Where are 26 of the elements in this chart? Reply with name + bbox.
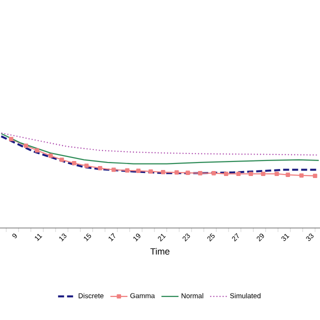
point	[198, 171, 202, 176]
point	[8, 136, 14, 142]
point	[212, 171, 216, 176]
point	[174, 170, 179, 175]
point	[224, 172, 228, 176]
point	[136, 168, 141, 173]
point	[299, 173, 304, 178]
point	[24, 144, 28, 148]
point	[312, 174, 318, 178]
point	[112, 168, 116, 172]
point	[248, 172, 253, 176]
point	[125, 168, 130, 173]
point	[186, 170, 190, 175]
point	[72, 160, 76, 166]
point	[261, 172, 266, 176]
point	[34, 148, 40, 153]
point	[286, 172, 290, 177]
x-axis-title: Time	[150, 248, 170, 255]
point	[98, 166, 102, 170]
point	[160, 170, 166, 174]
point	[84, 164, 89, 168]
point	[274, 172, 279, 176]
point	[148, 169, 153, 174]
point	[60, 158, 64, 162]
point	[48, 154, 53, 158]
point	[236, 172, 241, 176]
